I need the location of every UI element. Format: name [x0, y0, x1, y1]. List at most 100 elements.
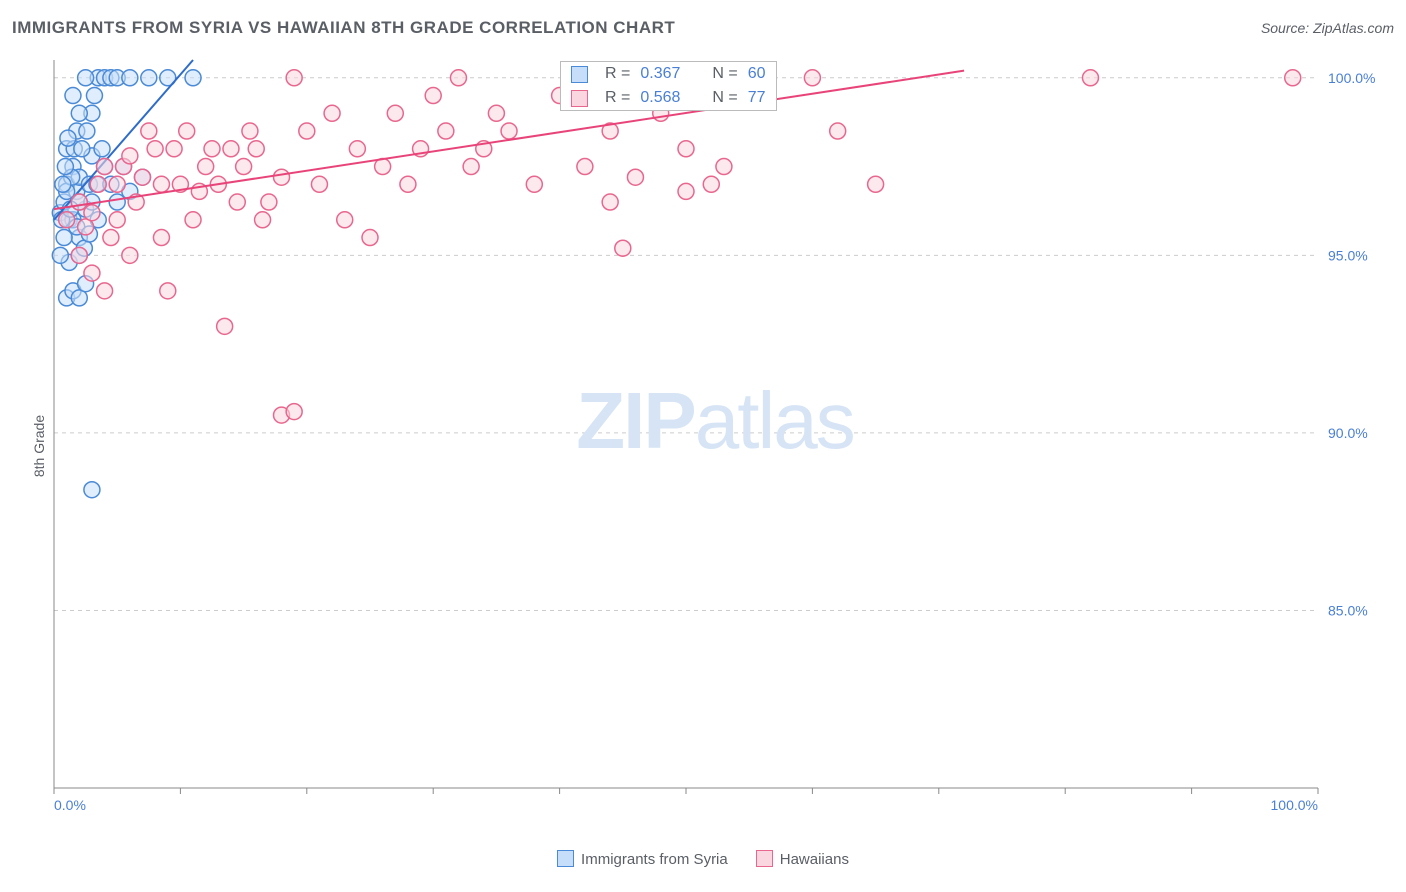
data-point [79, 123, 95, 139]
data-point [84, 265, 100, 281]
data-point [134, 169, 150, 185]
data-point [90, 176, 106, 192]
data-point [74, 141, 90, 157]
chart-title: IMMIGRANTS FROM SYRIA VS HAWAIIAN 8TH GR… [12, 18, 675, 38]
data-point [362, 230, 378, 246]
legend-item: Immigrants from Syria [557, 850, 728, 868]
data-point [311, 176, 327, 192]
data-point [52, 247, 68, 263]
plot-area: 85.0%90.0%95.0%100.0%0.0%100.0% ZIPatlas… [50, 56, 1380, 816]
legend-swatch [557, 850, 574, 867]
data-point [204, 141, 220, 157]
data-point [627, 169, 643, 185]
data-point [147, 141, 163, 157]
data-point [387, 105, 403, 121]
legend-swatch [756, 850, 773, 867]
data-point [602, 194, 618, 210]
data-point [324, 105, 340, 121]
data-point [274, 169, 290, 185]
data-point [84, 482, 100, 498]
data-point [286, 404, 302, 420]
data-point [86, 88, 102, 104]
data-point [236, 159, 252, 175]
y-axis-label: 8th Grade [31, 415, 47, 477]
legend-item: Hawaiians [756, 850, 849, 868]
legend-r-value: 0.568 [640, 89, 680, 107]
chart-header: IMMIGRANTS FROM SYRIA VS HAWAIIAN 8TH GR… [12, 18, 1394, 38]
legend-n-label: N = [712, 89, 737, 107]
y-tick-label: 100.0% [1328, 70, 1375, 86]
legend-r-label: R = [605, 65, 630, 83]
data-point [94, 141, 110, 157]
data-point [97, 283, 113, 299]
series-legend: Immigrants from Syria Hawaiians [0, 850, 1406, 868]
data-point [122, 70, 138, 86]
x-tick-label: 0.0% [54, 797, 86, 813]
data-point [84, 205, 100, 221]
data-point [242, 123, 258, 139]
data-point [400, 176, 416, 192]
data-point [488, 105, 504, 121]
data-point [450, 70, 466, 86]
data-point [868, 176, 884, 192]
y-tick-label: 90.0% [1328, 425, 1368, 441]
data-point [299, 123, 315, 139]
data-point [55, 176, 71, 192]
data-point [830, 123, 846, 139]
data-point [57, 159, 73, 175]
legend-row: R = 0.568 N = 77 [561, 86, 776, 110]
data-point [179, 123, 195, 139]
data-point [65, 88, 81, 104]
data-point [71, 247, 87, 263]
data-point [229, 194, 245, 210]
data-point [122, 247, 138, 263]
data-point [160, 283, 176, 299]
data-point [526, 176, 542, 192]
data-point [678, 141, 694, 157]
scatter-plot-svg: 85.0% 90.0% 95.0% 100.0% 0.0% 100.0% [50, 56, 1380, 816]
data-point [501, 123, 517, 139]
data-point [153, 176, 169, 192]
data-point [71, 105, 87, 121]
legend-r-value: 0.367 [640, 65, 680, 83]
data-point [286, 70, 302, 86]
regression-line [54, 71, 964, 209]
data-point [122, 148, 138, 164]
y-tick-label: 95.0% [1328, 247, 1368, 263]
data-point [60, 130, 76, 146]
data-point [703, 176, 719, 192]
legend-swatch [571, 90, 588, 107]
data-point [141, 70, 157, 86]
legend-n-value: 77 [748, 89, 766, 107]
data-point [217, 318, 233, 334]
data-point [97, 159, 113, 175]
y-tick-label: 85.0% [1328, 602, 1368, 618]
data-point [716, 159, 732, 175]
legend-label: Hawaiians [780, 851, 849, 868]
legend-swatch [571, 66, 588, 83]
data-point [349, 141, 365, 157]
data-point [248, 141, 264, 157]
legend-r-label: R = [605, 89, 630, 107]
data-point [59, 212, 75, 228]
data-point [255, 212, 271, 228]
data-point [1285, 70, 1301, 86]
x-tick-label: 100.0% [1271, 797, 1318, 813]
correlation-legend: R =0.367N =60R =0.568N =77 [560, 61, 777, 111]
data-point [1082, 70, 1098, 86]
data-point [678, 183, 694, 199]
data-point [198, 159, 214, 175]
legend-label: Immigrants from Syria [581, 851, 728, 868]
data-point [141, 123, 157, 139]
data-point [103, 230, 119, 246]
data-point [337, 212, 353, 228]
data-point [166, 141, 182, 157]
data-point [109, 212, 125, 228]
legend-n-label: N = [712, 65, 737, 83]
data-point [261, 194, 277, 210]
data-point [185, 212, 201, 228]
data-point [804, 70, 820, 86]
data-point [425, 88, 441, 104]
data-point [109, 176, 125, 192]
data-point [185, 70, 201, 86]
